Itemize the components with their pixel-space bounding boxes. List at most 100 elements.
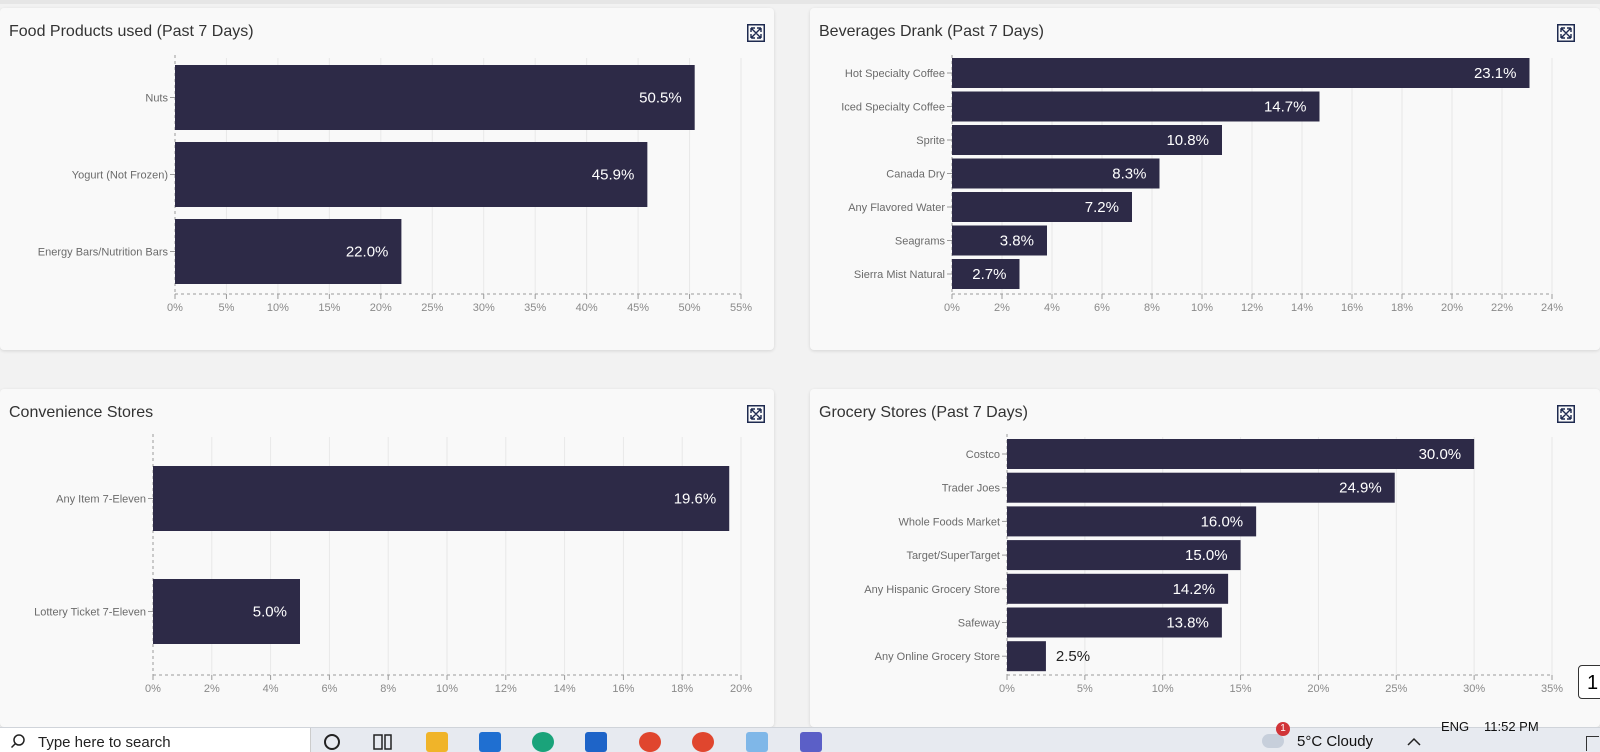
bar[interactable]	[175, 219, 402, 284]
bar[interactable]	[952, 58, 1530, 88]
grocery-stores-chart: 0% 5% 10% 15% 20% 25% 30% 35% Costco 30.0% Trader …	[864, 434, 1563, 695]
x-tick-label: 12%	[495, 683, 517, 695]
weather-text[interactable]: 5°C Cloudy	[1297, 733, 1374, 750]
value-label: 50.5%	[639, 90, 682, 107]
x-tick-label: 15%	[318, 302, 340, 314]
x-tick-label: 20%	[730, 683, 752, 695]
x-tick-label: 14%	[554, 683, 576, 695]
bar[interactable]	[952, 192, 1132, 222]
expand-icon[interactable]	[1557, 24, 1575, 42]
category-label: Target/SuperTarget	[906, 550, 1000, 562]
value-label: 30.0%	[1419, 446, 1462, 463]
value-label: 23.1%	[1474, 65, 1517, 82]
category-label: Any Flavored Water	[848, 202, 945, 214]
x-tick-label: 30%	[1463, 683, 1485, 695]
taskbar-search-box[interactable]: Type here to search	[0, 728, 311, 752]
bar[interactable]	[175, 142, 648, 207]
chrome-icon-2[interactable]	[692, 732, 714, 752]
store-icon[interactable]	[585, 732, 607, 752]
bar[interactable]	[175, 65, 695, 130]
bar[interactable]	[153, 466, 730, 531]
language-indicator[interactable]: ENG	[1441, 719, 1470, 734]
chrome-icon[interactable]	[639, 732, 661, 752]
task-view-icon[interactable]	[372, 732, 394, 752]
x-tick-label: 20%	[370, 302, 392, 314]
edge-icon[interactable]	[532, 732, 554, 752]
bar[interactable]	[1007, 540, 1241, 571]
value-label: 3.8%	[1000, 233, 1034, 250]
bar[interactable]	[1007, 573, 1229, 604]
show-desktop-icon[interactable]	[1586, 736, 1599, 751]
x-tick-label: 16%	[1341, 302, 1363, 314]
category-label: Trader Joes	[942, 483, 1001, 495]
beverages-chart: 0% 2% 4% 6% 8% 10% 12% 14% 16% 18% 20% 22% 24% Hot Sp…	[841, 55, 1563, 314]
bar[interactable]	[1007, 506, 1257, 537]
x-tick-label: 25%	[1385, 683, 1407, 695]
windows-taskbar: Type here to search 1 5°C Cloudy ENG 11:…	[0, 719, 1600, 752]
expand-icon[interactable]	[1557, 405, 1575, 423]
category-label: Iced Specialty Coffee	[841, 102, 945, 114]
bar[interactable]	[952, 125, 1222, 155]
category-label: Energy Bars/Nutrition Bars	[38, 247, 169, 259]
expand-icon[interactable]	[747, 405, 765, 423]
value-label: 5.0%	[253, 604, 287, 621]
bar[interactable]	[1007, 472, 1395, 503]
x-tick-label: 10%	[1152, 683, 1174, 695]
x-tick-label: 4%	[1044, 302, 1060, 314]
category-label: Whole Foods Market	[899, 516, 1000, 528]
value-label: 14.2%	[1173, 581, 1216, 598]
bar[interactable]	[1007, 607, 1222, 638]
value-label: 8.3%	[1112, 166, 1146, 183]
clock-time[interactable]: 11:52 PM	[1484, 719, 1539, 734]
notification-badge: 1	[1276, 722, 1290, 736]
paint-icon[interactable]	[746, 732, 768, 752]
beverages-title: Beverages Drank (Past 7 Days)	[819, 23, 1044, 40]
x-tick-label: 2%	[994, 302, 1010, 314]
category-label: Canada Dry	[886, 169, 945, 181]
bar[interactable]	[1007, 439, 1475, 469]
floating-action-button[interactable]: 1	[1578, 665, 1600, 699]
chevron-up-icon[interactable]	[1406, 735, 1422, 747]
category-label: Hot Specialty Coffee	[845, 68, 945, 80]
bar[interactable]	[952, 91, 1320, 122]
value-label: 19.6%	[674, 491, 717, 508]
bar[interactable]	[952, 225, 1047, 256]
x-tick-label: 15%	[1230, 683, 1252, 695]
x-tick-label: 50%	[679, 302, 701, 314]
value-label: 24.9%	[1339, 480, 1382, 497]
bar[interactable]	[952, 158, 1160, 189]
x-tick-label: 8%	[1144, 302, 1160, 314]
x-tick-label: 30%	[473, 302, 495, 314]
convenience-stores-title: Convenience Stores	[9, 404, 154, 421]
value-label: 2.7%	[972, 266, 1006, 283]
x-tick-label: 16%	[612, 683, 634, 695]
cortana-icon[interactable]	[322, 732, 342, 752]
value-label: 16.0%	[1201, 513, 1244, 530]
category-label: Nuts	[145, 93, 168, 105]
value-label: 14.7%	[1264, 99, 1307, 116]
teams-icon[interactable]	[800, 732, 822, 752]
category-label: Costco	[966, 449, 1000, 461]
x-tick-label: 10%	[436, 683, 458, 695]
category-label: Lottery Ticket 7-Eleven	[34, 607, 146, 619]
bar[interactable]	[1007, 641, 1046, 672]
x-tick-label: 6%	[1094, 302, 1110, 314]
x-tick-label: 0%	[167, 302, 183, 314]
expand-icon[interactable]	[747, 24, 765, 42]
top-border	[0, 0, 1600, 4]
bar[interactable]	[952, 259, 1020, 289]
value-label: 2.5%	[1056, 648, 1090, 665]
food-products-title: Food Products used (Past 7 Days)	[9, 23, 254, 40]
weather-icon[interactable]	[1262, 734, 1284, 748]
mail-icon[interactable]	[479, 732, 501, 752]
category-label: Seagrams	[895, 236, 946, 248]
convenience-stores-panel: Convenience Stores 0% 2% 4% 6% 8% 10% 12% 14% 16…	[0, 389, 774, 727]
x-tick-label: 22%	[1491, 302, 1513, 314]
x-tick-label: 18%	[1391, 302, 1413, 314]
x-tick-label: 40%	[576, 302, 598, 314]
x-tick-label: 2%	[204, 683, 220, 695]
bar[interactable]	[153, 579, 300, 644]
x-tick-label: 20%	[1307, 683, 1329, 695]
file-explorer-icon[interactable]	[426, 732, 448, 752]
food-products-panel: Food Products used (Past 7 Days) 0% 5% 10%…	[0, 8, 774, 350]
